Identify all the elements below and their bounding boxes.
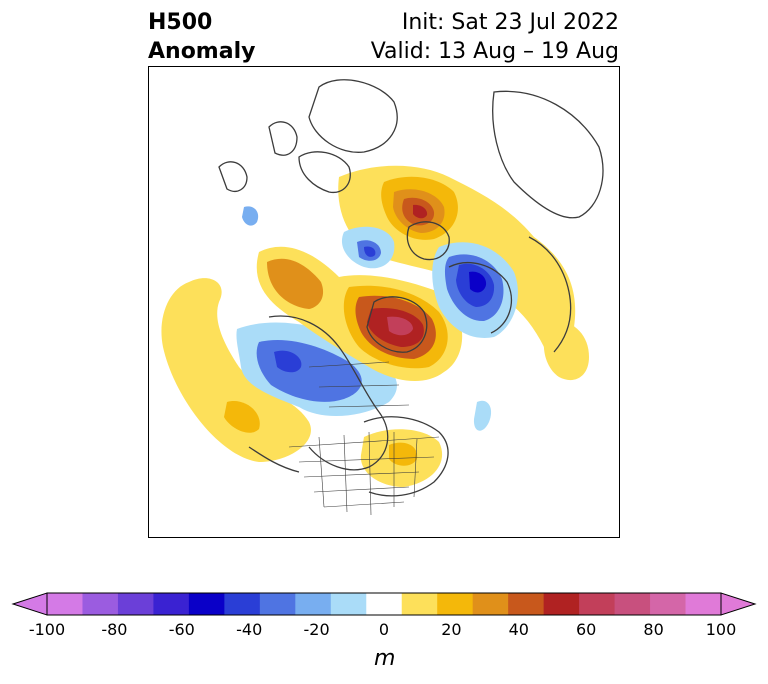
colorbar-tick-label: -40 — [236, 620, 263, 639]
colorbar-swatch — [579, 593, 616, 615]
colorbar — [11, 592, 757, 616]
colorbar-swatch — [401, 593, 438, 615]
title-field: Anomaly — [148, 39, 256, 64]
colorbar-swatch — [614, 593, 651, 615]
anomaly-positive-pacific — [161, 278, 311, 462]
colorbar-swatch — [366, 593, 403, 615]
colorbar-tick-label: 20 — [441, 620, 462, 639]
colorbar-swatch — [685, 593, 722, 615]
chart-dates: Init: Sat 23 Jul 2022 Valid: 13 Aug – 19… — [371, 8, 619, 66]
valid-range: Valid: 13 Aug – 19 Aug — [370, 39, 619, 64]
state-boundaries — [288, 361, 440, 516]
colorbar-swatch — [82, 593, 119, 615]
colorbar-swatch — [472, 593, 509, 615]
colorbar-tick-label: -60 — [168, 620, 195, 639]
colorbar-swatch — [543, 593, 580, 615]
colorbar-swatch — [259, 593, 296, 615]
colorbar-swatch — [295, 593, 332, 615]
colorbar-swatch — [188, 593, 225, 615]
colorbar-tick-label: 80 — [643, 620, 664, 639]
anomaly-positive-eastern-us-core — [389, 442, 418, 466]
colorbar-swatch — [224, 593, 261, 615]
anomaly-map — [161, 79, 604, 516]
colorbar-swatch — [508, 593, 545, 615]
colorbar-tick-label: -80 — [101, 620, 128, 639]
colorbar-tick-label: 100 — [705, 620, 737, 639]
colorbar-tick-label: -100 — [28, 620, 66, 639]
anomaly-positive-east-asia — [543, 321, 589, 381]
colorbar-tick-label: 60 — [576, 620, 597, 639]
colorbar-swatch — [437, 593, 474, 615]
colorbar-swatch — [330, 593, 367, 615]
colorbar-unit: m — [374, 646, 396, 671]
colorbar-swatches — [47, 593, 722, 615]
colorbar-under-arrow — [11, 592, 48, 616]
anomaly-positive-arctic-l2 — [267, 258, 324, 309]
anomaly-positive-pacific-core — [224, 401, 260, 433]
colorbar-swatch — [47, 593, 83, 615]
title-variable: H500 — [148, 10, 213, 35]
anomaly-negative-beringia-core — [274, 350, 302, 373]
colorbar-swatch — [650, 593, 687, 615]
anomaly-positive-siberia-core — [413, 204, 428, 219]
colorbar-swatch — [117, 593, 154, 615]
anomaly-negative-atlantic — [473, 400, 492, 431]
anomaly-negative-east-siberia-core — [469, 271, 487, 293]
init-date: Init: Sat 23 Jul 2022 — [401, 10, 619, 35]
colorbar-swatch — [153, 593, 190, 615]
chart-title: H500 Anomaly — [148, 8, 255, 66]
coastlines — [218, 79, 604, 497]
colorbar-over-arrow — [720, 592, 757, 616]
anomaly-negative-north-atlantic — [242, 206, 259, 226]
map-panel — [148, 66, 620, 538]
colorbar-tick-label: -20 — [303, 620, 330, 639]
anomaly-positive-arctic-peak — [387, 316, 413, 336]
anomaly-negative-barents-core — [364, 246, 376, 257]
colorbar-outline — [46, 592, 722, 616]
colorbar-tick-label: 40 — [508, 620, 529, 639]
colorbar-tick-label: 0 — [378, 620, 390, 639]
